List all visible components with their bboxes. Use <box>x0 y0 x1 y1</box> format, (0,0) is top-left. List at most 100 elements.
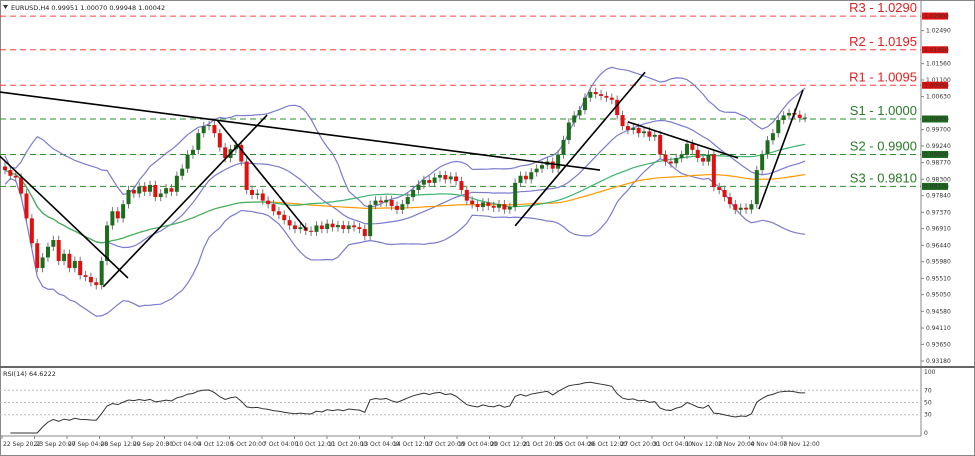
symbol-header: EURUSD,H4 0.99951 1.00070 0.99948 1.0004… <box>11 4 165 12</box>
candle-bear <box>464 189 469 201</box>
candle-bull <box>803 117 808 119</box>
candle-bear <box>604 95 609 98</box>
collapse-triangle-icon[interactable] <box>3 5 8 9</box>
time-tick-label: 4 Nov 04:00 <box>751 441 788 448</box>
candle-bull <box>99 260 104 286</box>
candle-bull <box>62 253 67 261</box>
candle-bear <box>78 260 83 276</box>
candle-bear <box>378 200 383 203</box>
price-tick-label: 1.00630 <box>926 94 951 101</box>
candle-bull <box>72 260 77 269</box>
rsi-tick-label: 50 <box>924 400 932 407</box>
candle-bear <box>695 149 700 159</box>
candles <box>3 87 808 290</box>
level-tag <box>922 12 948 20</box>
level-tag <box>922 115 948 123</box>
candle-bull <box>754 170 759 205</box>
level-tag-text: 1.00950 <box>924 82 949 89</box>
candle-bear <box>131 189 136 194</box>
time-tick-label: 27 Sep 04:00 <box>68 441 108 448</box>
time-tick-label: 22 Sep 2022 <box>3 441 41 448</box>
candle-bull <box>674 158 679 164</box>
candle-bear <box>212 125 217 134</box>
time-tick-label: 4 Oct 12:00 <box>198 441 233 448</box>
candle-bear <box>797 114 802 118</box>
candle-bull <box>384 199 389 203</box>
trendline <box>758 89 804 210</box>
candle-bear <box>24 193 29 219</box>
time-tick-label: 19 Oct 04:00 <box>458 441 497 448</box>
candle-bear <box>67 253 72 269</box>
candle-bear <box>620 115 625 127</box>
candle-bull <box>566 122 571 140</box>
candle-bull <box>480 202 485 208</box>
candle-bear <box>271 204 276 212</box>
candle-bear <box>502 204 507 210</box>
bollinger-lower <box>4 158 806 317</box>
candle-bear <box>362 229 367 237</box>
price-tick-label: 0.95980 <box>926 259 951 266</box>
candle-bull <box>105 225 110 261</box>
level-tag <box>922 46 948 54</box>
price-tick-label: 0.93180 <box>926 358 951 365</box>
candle-bear <box>615 99 620 116</box>
price-tick-label: 0.99240 <box>926 143 951 150</box>
candle-bull <box>400 204 405 210</box>
candle-bull <box>588 92 593 98</box>
time-tick-label: 10 Oct 12:00 <box>296 441 335 448</box>
candle-bull <box>572 115 577 123</box>
candle-bull <box>448 176 453 180</box>
candle-bear <box>717 187 722 190</box>
price-tick-label: 0.97370 <box>926 209 951 216</box>
level-label: R3 - 1.0290 <box>849 0 917 15</box>
trendline <box>102 114 268 288</box>
candle-bear <box>357 227 362 230</box>
candle-bull <box>45 246 50 258</box>
candle-bull <box>582 97 587 111</box>
trendline <box>514 71 646 227</box>
candle-bull <box>335 225 340 228</box>
candle-bear <box>475 204 480 208</box>
candle-bull <box>561 139 566 155</box>
candle-bear <box>88 276 93 283</box>
time-tick-label: 26 Oct 12:00 <box>588 441 627 448</box>
level-tag <box>922 150 948 158</box>
candle-bear <box>35 243 40 269</box>
bollinger-upper <box>4 66 806 208</box>
candle-bull <box>346 225 351 230</box>
candle-bull <box>642 131 647 134</box>
candle-bull <box>765 140 770 155</box>
time-tick-label: 29 Sep 20:00 <box>133 441 173 448</box>
price-tick-label: 0.98300 <box>926 176 951 183</box>
candle-bull <box>51 240 56 247</box>
candle-bull <box>411 189 416 198</box>
candle-bear <box>83 275 88 277</box>
indicators <box>4 66 806 317</box>
candle-bear <box>3 166 7 171</box>
time-tick-label: 2 Nov 20:00 <box>718 441 755 448</box>
price-tick-label: 1.02490 <box>926 28 951 35</box>
level-tag <box>922 81 948 89</box>
candle-bear <box>663 154 668 162</box>
price-axis: 1.02490 1.01560 1.01100 1.00630 0.99700 0.992… <box>921 28 951 365</box>
level-label: S1 - 1.0000 <box>850 103 917 118</box>
candle-bear <box>266 200 271 205</box>
price-tick-label: 0.94110 <box>926 325 951 332</box>
candle-bear <box>309 230 314 232</box>
candle-bear <box>727 197 732 205</box>
candle-bear <box>29 218 34 244</box>
candle-bear <box>523 175 528 180</box>
candle-bull <box>126 189 131 205</box>
candle-bear <box>223 147 228 159</box>
rsi-line <box>10 381 806 434</box>
candle-bull <box>577 110 582 116</box>
candle-bull <box>652 134 657 137</box>
rsi-label: RSI(14) 64.6222 <box>3 370 56 378</box>
price-tick-label: 0.95510 <box>926 275 951 282</box>
candle-bear <box>94 282 99 286</box>
candle-bull <box>174 175 179 192</box>
candle-bear <box>722 189 727 198</box>
candle-bear <box>292 225 297 230</box>
rsi-tick-label: 100 <box>924 369 936 376</box>
